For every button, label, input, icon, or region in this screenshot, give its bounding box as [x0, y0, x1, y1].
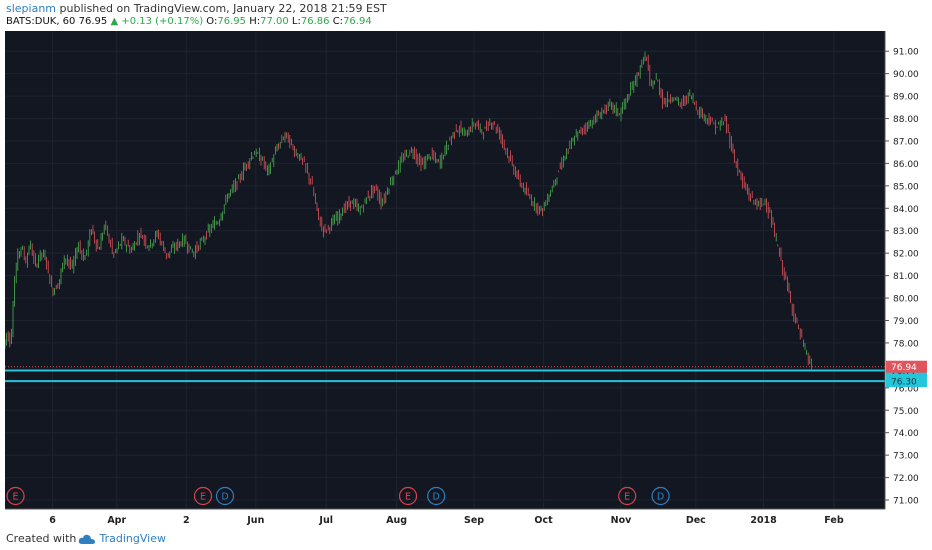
y-tick-label: 85.00 — [893, 182, 919, 192]
y-tick-label: 76.00 — [893, 384, 919, 394]
last-price-badge: 76.94 — [891, 363, 917, 373]
y-tick-label: 81.00 — [893, 272, 919, 282]
dividend-marker — [651, 486, 670, 506]
author-link[interactable]: slepianm — [6, 2, 57, 15]
last-price-badge-bg — [886, 360, 927, 373]
dividend-marker-label: D — [221, 492, 228, 503]
footer: Created with TradingView — [0, 529, 932, 550]
open-label: O: — [206, 16, 218, 27]
cloud-icon — [78, 534, 95, 544]
candles-group — [4, 51, 812, 370]
x-tick-label: 2018 — [750, 515, 777, 526]
x-tick-label: Feb — [824, 515, 844, 526]
y-tick-label: 88.00 — [893, 115, 919, 125]
open-value: 76.95 — [217, 16, 247, 27]
high-value: 77.00 — [260, 16, 289, 27]
y-tick-label: 79.00 — [893, 317, 919, 327]
earnings-marker-label: E — [200, 492, 206, 503]
earnings-marker-label: E — [405, 492, 411, 503]
earnings-marker — [6, 486, 25, 506]
dividend-marker-label: D — [657, 492, 664, 503]
x-tick-label: Aug — [386, 515, 407, 526]
x-tick-label: 2 — [183, 515, 190, 526]
tradingview-brand: TradingView — [99, 532, 166, 545]
y-tick-label: 84.00 — [893, 205, 919, 215]
close-label: C: — [332, 16, 344, 27]
quote-line: BATS:DUK, 60 76.95 ▲ +0.13 (+0.17%) O:76… — [6, 16, 372, 27]
time-scale-background — [5, 509, 885, 529]
y-tick-label: 83.00 — [893, 227, 919, 237]
y-tick-label: 91.00 — [893, 48, 919, 58]
x-tick-label: Sep — [464, 515, 484, 526]
y-tick-label: 86.00 — [893, 160, 919, 170]
low-value: 76.86 — [300, 16, 330, 27]
y-tick-label: 89.00 — [893, 93, 919, 103]
publish-line: slepianm published on TradingView.com, J… — [6, 2, 387, 15]
earnings-marker-label: E — [624, 492, 630, 503]
symbol-label: BATS:DUK, 60 — [6, 16, 76, 27]
chart-area[interactable]: 91.00 90.00 89.00 88.00 87.00 86.00 85.00 84.00… — [4, 31, 927, 529]
earnings-marker — [618, 486, 637, 506]
published-text: published on TradingView.com, January 22… — [59, 2, 387, 15]
y-tick-label: 73.00 — [893, 452, 919, 462]
x-tick-label: Jun — [246, 515, 264, 526]
y-tick-label: 72.00 — [893, 474, 919, 484]
low-label: L: — [291, 16, 301, 27]
y-tick-label: 74.00 — [893, 429, 919, 439]
y-tick-label: 80.00 — [893, 295, 919, 305]
y-tick-label: 75.00 — [893, 407, 919, 417]
price-change: +0.13 (+0.17%) — [121, 16, 204, 27]
earnings-marker — [193, 486, 213, 506]
x-tick-label: Nov — [611, 515, 632, 526]
price-chart[interactable]: 91.00 90.00 89.00 88.00 87.00 86.00 85.00 84.00… — [4, 31, 927, 529]
x-tick-label: Dec — [686, 515, 706, 526]
chart-header: slepianm published on TradingView.com, J… — [0, 0, 932, 30]
earnings-marker-label: E — [13, 492, 19, 503]
dividend-marker — [215, 486, 235, 506]
price-scale-background — [885, 31, 927, 529]
y-tick-label: 71.00 — [893, 497, 919, 507]
x-tick-label: Oct — [534, 515, 553, 526]
tradingview-logo[interactable]: TradingView — [78, 532, 166, 545]
x-tick-label: 6 — [49, 515, 56, 526]
x-tick-label: Jul — [318, 515, 333, 526]
chart-background — [5, 31, 927, 529]
earnings-marker — [398, 486, 418, 506]
dividend-marker-label: D — [433, 492, 440, 503]
high-label: H: — [249, 16, 261, 27]
support-lower-badge: 76.30 — [891, 378, 917, 388]
y-tick-label: 87.00 — [893, 137, 919, 147]
y-tick-label: 78.00 — [893, 339, 919, 349]
support-lower-badge-bg — [886, 375, 927, 388]
close-value: 76.94 — [343, 16, 372, 27]
up-arrow-icon: ▲ — [110, 16, 119, 27]
created-with-text: Created with — [6, 532, 77, 545]
dividend-marker — [427, 486, 446, 506]
x-tick-label: Apr — [107, 515, 126, 526]
y-tick-label: 82.00 — [893, 250, 919, 260]
last-price: 76.95 — [78, 16, 108, 27]
y-tick-label: 90.00 — [893, 70, 919, 80]
